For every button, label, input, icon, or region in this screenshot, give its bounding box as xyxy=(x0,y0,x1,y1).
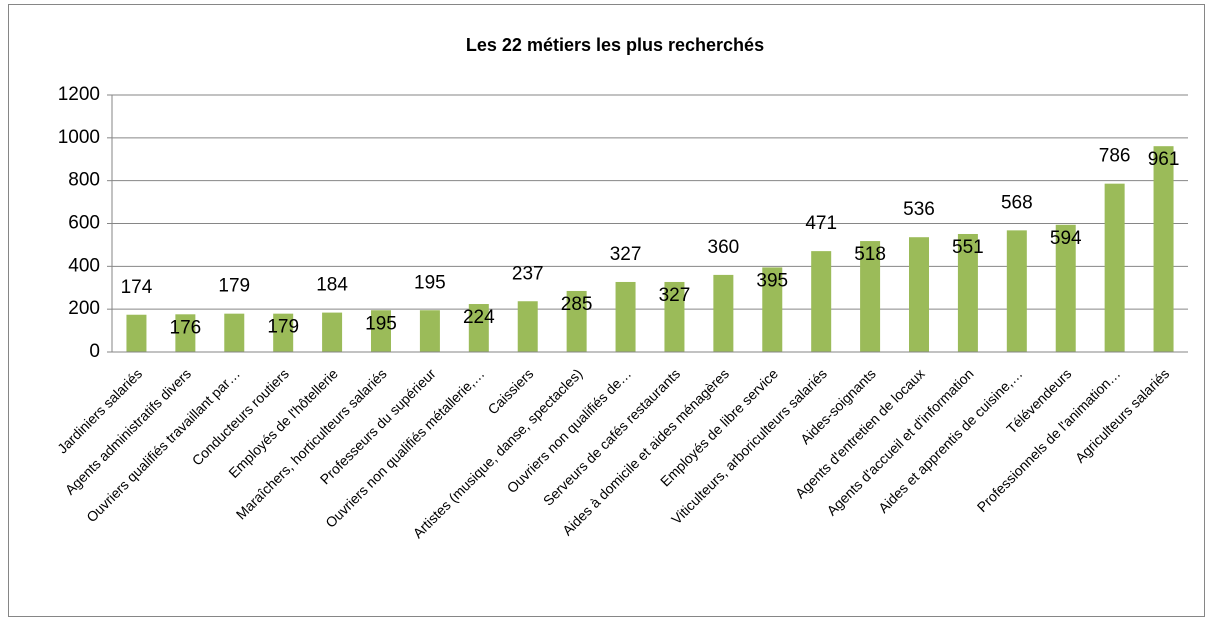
data-label: 327 xyxy=(659,285,691,306)
y-tick-label: 1000 xyxy=(58,127,100,148)
data-label: 518 xyxy=(854,244,886,265)
bar xyxy=(664,281,685,352)
bar xyxy=(322,312,343,352)
bar xyxy=(419,310,440,352)
data-label: 961 xyxy=(1148,149,1180,170)
bar xyxy=(126,314,147,352)
data-label: 179 xyxy=(267,317,299,338)
data-label: 224 xyxy=(463,307,495,328)
bar xyxy=(468,304,489,352)
data-label: 176 xyxy=(170,317,202,338)
data-label: 195 xyxy=(414,272,446,293)
data-label: 395 xyxy=(756,270,788,291)
data-label: 179 xyxy=(218,276,250,297)
data-label: 594 xyxy=(1050,228,1082,249)
data-label: 786 xyxy=(1099,146,1131,167)
data-label: 568 xyxy=(1001,192,1033,213)
bar xyxy=(811,251,832,352)
y-tick-label: 600 xyxy=(68,213,100,234)
data-label: 536 xyxy=(903,199,935,220)
data-label: 471 xyxy=(805,213,837,234)
y-tick-label: 1200 xyxy=(58,84,100,105)
bar xyxy=(1104,183,1125,352)
data-label: 327 xyxy=(610,244,642,265)
bar xyxy=(713,274,734,352)
bar xyxy=(175,314,196,352)
bar xyxy=(762,267,783,352)
bar xyxy=(957,233,978,352)
data-label: 551 xyxy=(952,237,984,258)
data-label: 184 xyxy=(316,275,348,296)
bar xyxy=(371,310,391,352)
bar xyxy=(1153,146,1174,352)
y-tick-label: 400 xyxy=(68,255,100,276)
y-tick-label: 0 xyxy=(89,341,100,362)
bar xyxy=(1006,230,1027,352)
y-tick-label: 200 xyxy=(68,298,100,319)
bar xyxy=(860,241,881,352)
data-label: 195 xyxy=(365,313,397,334)
data-label: 174 xyxy=(121,277,153,298)
bar xyxy=(273,313,294,352)
bar xyxy=(1055,224,1076,352)
bar xyxy=(566,290,587,352)
bar xyxy=(517,301,538,352)
bar xyxy=(909,237,929,352)
data-label: 360 xyxy=(708,237,740,258)
chart-title: Les 22 métiers les plus recherchés xyxy=(466,35,764,55)
chart-border xyxy=(8,4,1205,617)
data-label: 237 xyxy=(512,263,544,284)
y-tick-label: 800 xyxy=(68,170,100,191)
data-label: 285 xyxy=(561,294,593,315)
bar xyxy=(615,281,636,352)
bar xyxy=(224,313,245,352)
